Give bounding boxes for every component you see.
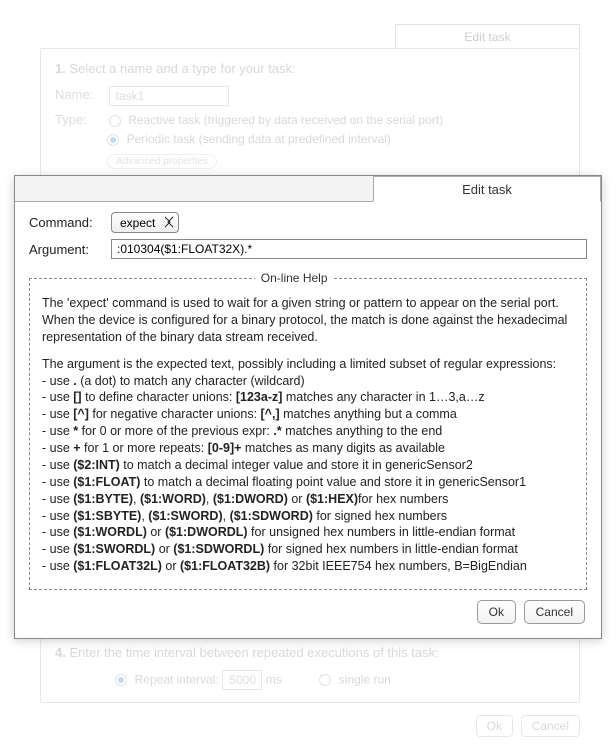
bg-radio-periodic bbox=[107, 134, 119, 146]
ok-button[interactable]: Ok bbox=[477, 600, 516, 624]
help-line-3: - use * for 0 or more of the previous ex… bbox=[42, 423, 574, 440]
bg-step4-heading: Enter the time interval between repeated… bbox=[69, 645, 438, 660]
bg-name-label: Name: bbox=[55, 87, 105, 102]
help-line-8: - use ($1:SBYTE), ($1:SWORD), ($1:SDWORD… bbox=[42, 508, 574, 525]
bg-name-input: task1 bbox=[109, 86, 229, 106]
help-line-9: - use ($1:WORDL) or ($1:DWORDL) for unsi… bbox=[42, 524, 574, 541]
bg-single-run: single run bbox=[339, 672, 391, 686]
help-paragraph-1: The 'expect' command is used to wait for… bbox=[42, 295, 574, 346]
command-select[interactable]: expect bbox=[111, 212, 179, 233]
bg-opt-reactive: Reactive task (triggered by data receive… bbox=[128, 113, 443, 127]
bg-advanced-badge: Advanced properties bbox=[107, 154, 217, 169]
help-line-0: - use . (a dot) to match any character (… bbox=[42, 373, 574, 390]
edit-task-modal: Edit task Command: expect Argument: On-l… bbox=[14, 175, 602, 639]
bg-repeat-value: 5000 bbox=[222, 670, 262, 690]
modal-tabbar: Edit task bbox=[15, 176, 601, 202]
command-select-wrap[interactable]: expect bbox=[111, 212, 179, 233]
bg-cancel-button: Cancel bbox=[521, 715, 580, 737]
argument-label: Argument: bbox=[29, 242, 111, 257]
bg-type-label: Type: bbox=[55, 112, 105, 127]
command-label: Command: bbox=[29, 215, 111, 230]
help-line-11: - use ($1:FLOAT32L) or ($1:FLOAT32B) for… bbox=[42, 558, 574, 575]
bg-tab-edit-task: Edit task bbox=[395, 24, 580, 48]
bg-ok-button: Ok bbox=[476, 715, 513, 737]
tab-edit-task[interactable]: Edit task bbox=[373, 176, 601, 202]
bg-radio-reactive bbox=[109, 115, 121, 127]
bg-radio-single bbox=[319, 674, 331, 686]
help-paragraph-2: The argument is the expected text, possi… bbox=[42, 356, 574, 373]
help-line-6: - use ($1:FLOAT) to match a decimal floa… bbox=[42, 474, 574, 491]
bg-repeat-label: Repeat interval: bbox=[135, 672, 219, 686]
help-line-1: - use [] to define character unions: [12… bbox=[42, 389, 574, 406]
help-line-5: - use ($2:INT) to match a decimal intege… bbox=[42, 457, 574, 474]
help-line-10: - use ($1:SWORDL) or ($1:SDWORDL) for si… bbox=[42, 541, 574, 558]
argument-input[interactable] bbox=[111, 239, 587, 259]
bg-radio-repeat bbox=[115, 674, 127, 686]
bg-step1-heading: Select a name and a type for your task: bbox=[69, 61, 295, 76]
help-line-7: - use ($1:BYTE), ($1:WORD), ($1:DWORD) o… bbox=[42, 491, 574, 508]
bg-repeat-unit: ms bbox=[266, 672, 282, 686]
bg-step1-number: 1. bbox=[55, 61, 66, 76]
help-line-4: - use + for 1 or more repeats: [0-9]+ ma… bbox=[42, 440, 574, 457]
bg-step4-number: 4. bbox=[55, 645, 66, 660]
cancel-button[interactable]: Cancel bbox=[524, 600, 585, 624]
bg-opt-periodic: Periodic task (sending data at predefine… bbox=[127, 132, 391, 146]
help-legend: On-line Help bbox=[255, 271, 334, 285]
help-line-2: - use [^] for negative character unions:… bbox=[42, 406, 574, 423]
online-help-box: On-line Help The 'expect' command is use… bbox=[29, 271, 587, 590]
